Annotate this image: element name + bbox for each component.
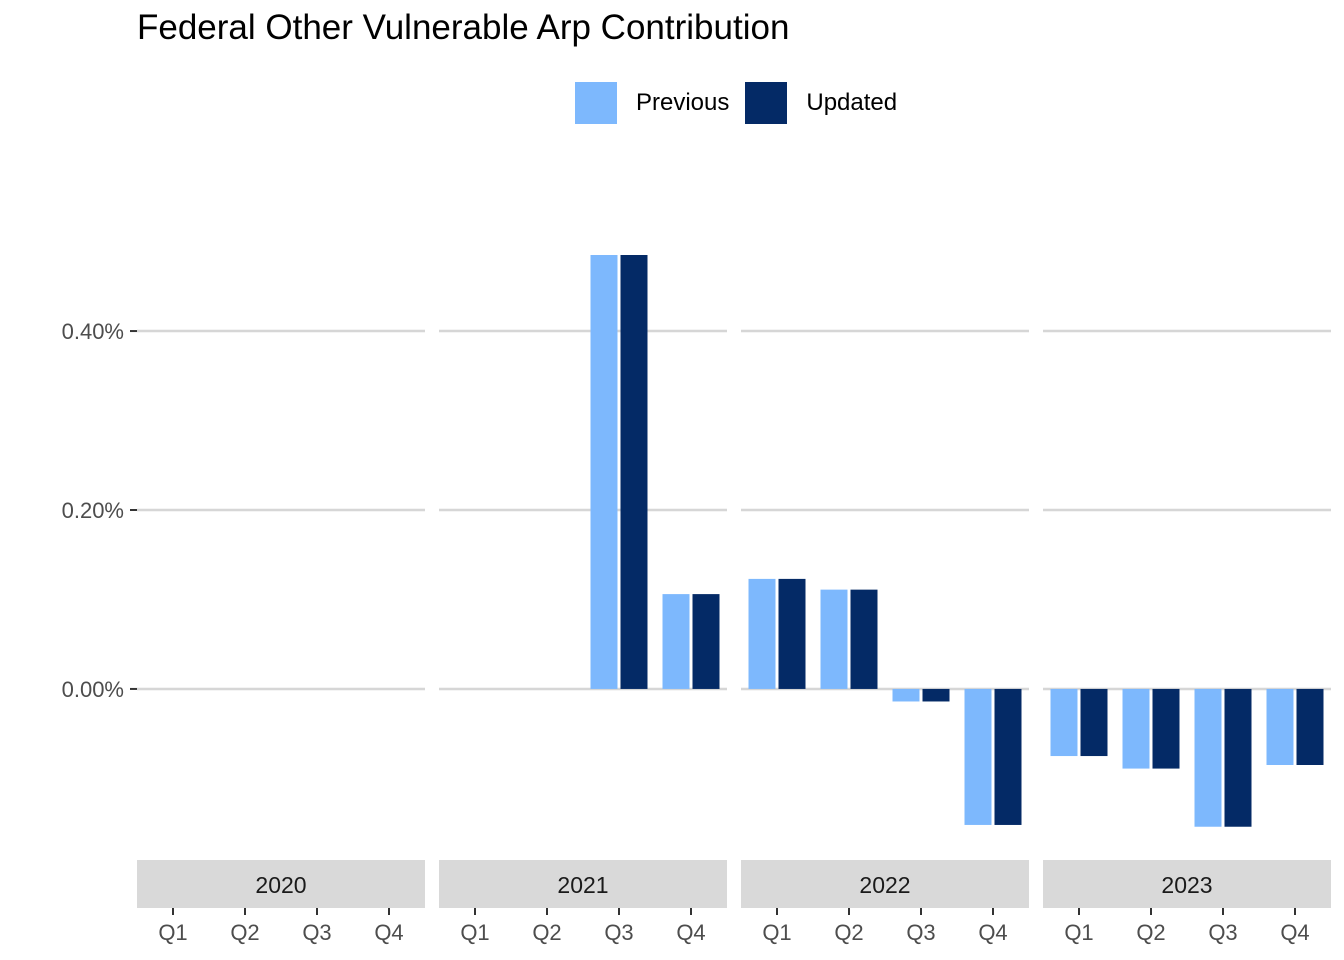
bar-previous-2022-q4 (964, 688, 992, 825)
x-tick-label: Q3 (302, 920, 331, 945)
facet-strip-label: 2020 (255, 872, 306, 898)
x-tick-label: Q1 (158, 920, 187, 945)
x-tick-label: Q1 (460, 920, 489, 945)
x-tick-label: Q2 (532, 920, 561, 945)
bar-previous-2023-q1 (1050, 688, 1078, 757)
x-tick-label: Q4 (676, 920, 705, 945)
facet-strip-2022 (741, 860, 1029, 908)
x-tick-label: Q4 (978, 920, 1007, 945)
bar-previous-2021-q4 (662, 594, 690, 689)
bar-updated-2023-q2 (1152, 688, 1180, 769)
bar-previous-2023-q2 (1122, 688, 1150, 769)
legend-label-previous: Previous (636, 89, 730, 116)
facet-strip-2020 (137, 860, 425, 908)
bar-previous-2021-q3 (590, 255, 618, 689)
legend-item-updated: Updated (745, 82, 897, 124)
x-tick-label: Q3 (906, 920, 935, 945)
bar-updated-2022-q4 (994, 688, 1022, 825)
bar-previous-2023-q4 (1266, 688, 1294, 765)
y-tick-label: 0.00% (62, 677, 124, 702)
legend-label-updated: Updated (806, 89, 898, 116)
facet-strip-label: 2021 (557, 872, 608, 898)
bar-updated-2021-q3 (620, 255, 648, 689)
legend-item-previous: Previous (575, 82, 729, 124)
bar-updated-2023-q3 (1224, 688, 1252, 827)
bar-updated-2023-q4 (1296, 688, 1324, 765)
bar-updated-2021-q4 (692, 594, 720, 689)
bar-previous-2022-q1 (748, 578, 776, 689)
x-tick-label: Q3 (1208, 920, 1237, 945)
facet-strip-2021 (439, 860, 727, 908)
bar-previous-2023-q3 (1194, 688, 1222, 827)
bar-previous-2022-q2 (820, 589, 848, 689)
facet-strip-label: 2023 (1161, 872, 1212, 898)
bar-previous-2022-q3 (892, 688, 920, 702)
legend-swatch-updated (745, 82, 788, 124)
x-tick-label: Q1 (1064, 920, 1093, 945)
legend-swatch-previous (575, 82, 617, 124)
chart-title: Federal Other Vulnerable Arp Contributio… (137, 8, 790, 47)
x-tick-label: Q2 (1136, 920, 1165, 945)
x-tick-label: Q2 (230, 920, 259, 945)
facet-strip-label: 2022 (859, 872, 910, 898)
y-tick-label: 0.40% (62, 319, 124, 344)
bar-updated-2022-q3 (922, 688, 950, 702)
x-tick-label: Q1 (762, 920, 791, 945)
bar-updated-2022-q1 (778, 578, 806, 689)
legend: Previous Updated (575, 82, 913, 124)
x-tick-label: Q3 (604, 920, 633, 945)
x-tick-label: Q2 (834, 920, 863, 945)
facet-strip-2023 (1043, 860, 1331, 908)
x-tick-label: Q4 (1280, 920, 1309, 945)
y-tick-label: 0.20% (62, 498, 124, 523)
x-tick-label: Q4 (374, 920, 403, 945)
bar-updated-2022-q2 (850, 589, 878, 689)
bar-updated-2023-q1 (1080, 688, 1108, 757)
